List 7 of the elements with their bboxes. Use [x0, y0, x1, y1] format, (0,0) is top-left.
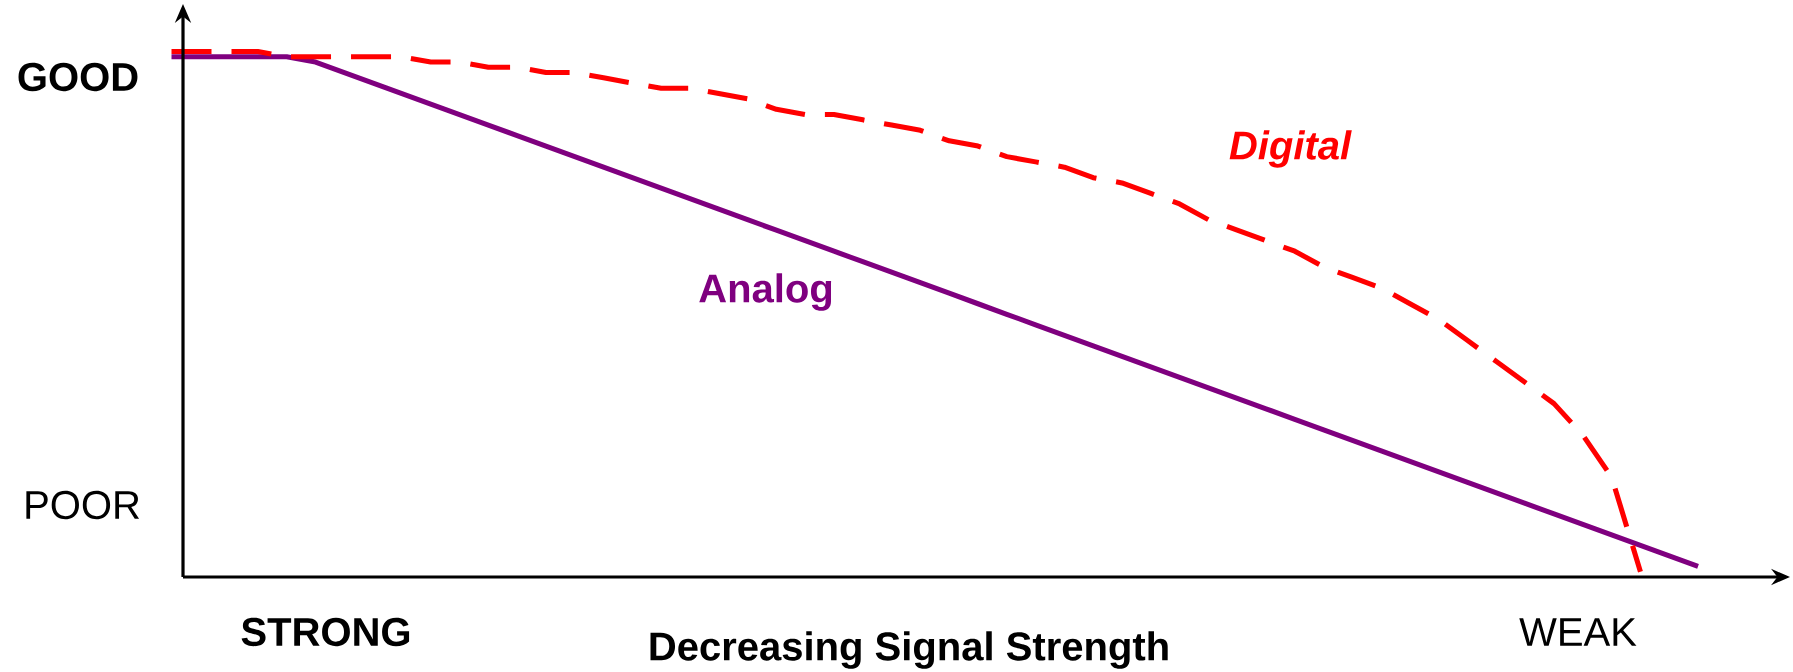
text: GOOD	[18, 62, 138, 92]
x-axis-title: Decreasing Signal Strength	[650, 631, 1168, 669]
text: POOR	[26, 490, 140, 520]
series-label: Analog	[699, 273, 832, 311]
series-label: Digital	[1229, 130, 1352, 168]
text: STRONG	[241, 617, 410, 647]
text: WEAK	[1519, 618, 1637, 646]
